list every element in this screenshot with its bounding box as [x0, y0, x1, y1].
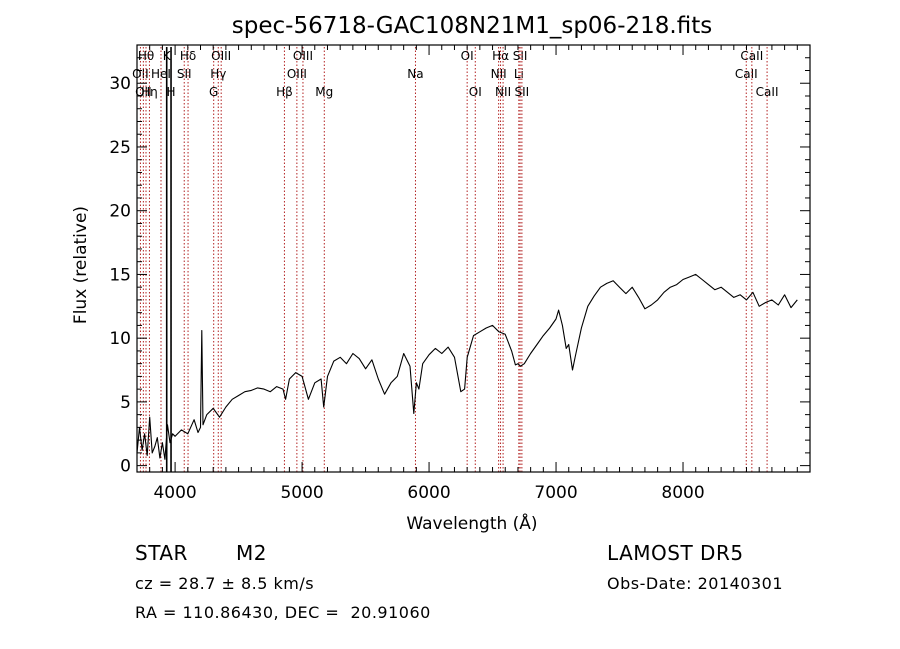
- line-marker-label: OI: [461, 49, 474, 63]
- x-tick-label: 6000: [407, 483, 450, 503]
- y-tick-label: 15: [109, 265, 131, 285]
- line-marker-label: CaII: [735, 67, 758, 81]
- line-marker-label: OIII: [293, 49, 313, 63]
- line-marker-label: Hα: [492, 49, 509, 63]
- chart-title: spec-56718-GAC108N21M1_sp06-218.fits: [232, 13, 712, 39]
- y-tick-label: 20: [109, 202, 131, 222]
- x-tick-label: 8000: [661, 483, 704, 503]
- line-marker-label: SII: [177, 67, 192, 81]
- line-marker-label: Hη: [141, 85, 158, 99]
- line-markers: OIIOIIHθHηHeIKHSIIHδGHγOIIIHβOIIIOIIIMgN…: [132, 47, 778, 472]
- line-marker-label: Na: [407, 67, 423, 81]
- line-marker-label: Hβ: [276, 85, 293, 99]
- y-tick-label: 5: [120, 393, 131, 413]
- line-marker-label: OI: [469, 85, 482, 99]
- line-marker-label: CaII: [756, 85, 779, 99]
- line-marker-label: NII: [491, 67, 507, 81]
- line-marker-label: SII: [515, 85, 530, 99]
- line-marker-label: NII: [495, 85, 511, 99]
- subclass: M2: [236, 541, 267, 565]
- y-tick-label: 10: [109, 329, 131, 349]
- y-tick-label: 0: [120, 457, 131, 477]
- x-axis: 4000 5000 6000 7000 8000: [136, 45, 811, 503]
- line-marker-label: CaII: [740, 49, 763, 63]
- object-class: STAR: [135, 541, 188, 565]
- line-marker-label: Hγ: [210, 67, 226, 81]
- spectrum-series: [136, 273, 798, 460]
- line-marker-label: SII: [513, 49, 528, 63]
- x-tick-label: 4000: [153, 483, 196, 503]
- line-marker-label: OIII: [287, 67, 307, 81]
- x-tick-label: 5000: [280, 483, 323, 503]
- spectrum-line: [136, 273, 798, 460]
- line-marker-label: OII: [132, 67, 149, 81]
- obs-date: Obs-Date: 20140301: [607, 574, 784, 593]
- line-marker-label: Hδ: [180, 49, 196, 63]
- x-axis-label: Wavelength (Å): [406, 512, 537, 534]
- line-marker-label: OIII: [211, 49, 231, 63]
- y-tick-label: 30: [109, 74, 131, 94]
- line-marker-label: Mg: [315, 85, 333, 99]
- line-marker-label: Hθ: [138, 49, 154, 63]
- redshift: cz = 28.7 ± 8.5 km/s: [135, 574, 315, 593]
- y-axis: 0 5 10 15 20 25 30: [109, 57, 810, 477]
- y-tick-label: 25: [109, 138, 131, 158]
- y-axis-label: Flux (relative): [71, 206, 91, 324]
- line-marker-label: Li: [514, 67, 524, 81]
- plot-frame: [136, 44, 811, 473]
- line-marker-label: HeI: [151, 67, 171, 81]
- coordinates: RA = 110.86430, DEC = 20.91060: [135, 603, 431, 622]
- x-tick-label: 7000: [534, 483, 577, 503]
- survey-name: LAMOST DR5: [607, 541, 744, 565]
- line-marker-label: G: [209, 85, 218, 99]
